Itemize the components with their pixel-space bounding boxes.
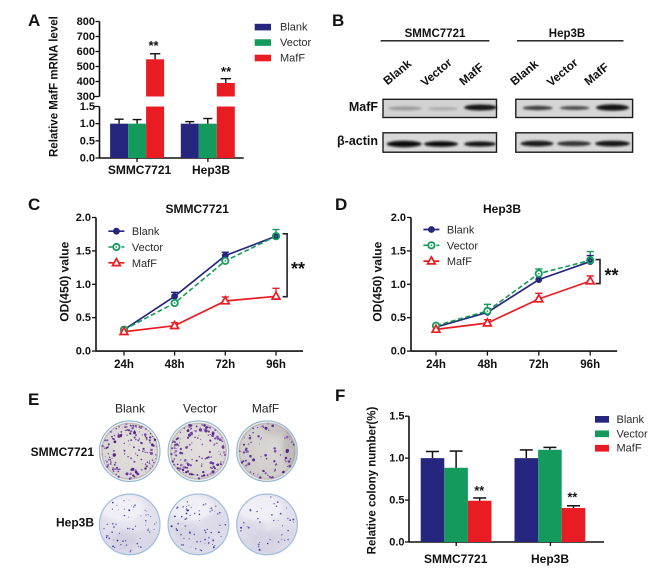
- svg-text:Hep3B: Hep3B: [192, 163, 230, 177]
- svg-text:24h: 24h: [426, 359, 446, 371]
- svg-text:1.0: 1.0: [391, 279, 406, 291]
- svg-text:**: **: [148, 38, 159, 53]
- svg-text:Hep3B: Hep3B: [531, 552, 569, 566]
- svg-text:MafF: MafF: [447, 256, 472, 268]
- svg-text:SMMC7721: SMMC7721: [31, 445, 95, 459]
- svg-text:1.5: 1.5: [389, 411, 404, 423]
- svg-text:MafF: MafF: [132, 258, 157, 270]
- svg-text:Vector: Vector: [617, 428, 649, 440]
- svg-text:1.5: 1.5: [391, 245, 406, 257]
- svg-text:1.0: 1.0: [76, 279, 91, 291]
- svg-text:Vector: Vector: [447, 240, 479, 252]
- svg-text:**: **: [568, 491, 578, 505]
- svg-text:0.0: 0.0: [80, 153, 95, 165]
- svg-text:**: **: [291, 259, 305, 279]
- svg-text:0.5: 0.5: [80, 135, 95, 147]
- svg-text:SMMC7721: SMMC7721: [166, 202, 230, 216]
- svg-text:Blank: Blank: [617, 414, 645, 426]
- svg-text:F: F: [335, 386, 345, 405]
- svg-text:700: 700: [77, 31, 95, 43]
- svg-text:β-actin: β-actin: [337, 134, 378, 148]
- svg-text:1.5: 1.5: [80, 101, 95, 113]
- svg-text:MafF: MafF: [617, 443, 642, 455]
- svg-text:0.0: 0.0: [391, 346, 406, 358]
- svg-text:Hep3B: Hep3B: [549, 28, 585, 40]
- svg-text:MafF: MafF: [349, 100, 379, 114]
- svg-text:SMMC7721: SMMC7721: [424, 552, 488, 566]
- svg-text:E: E: [28, 390, 39, 409]
- svg-text:SMMC7721: SMMC7721: [108, 163, 172, 177]
- svg-text:D: D: [335, 195, 347, 214]
- svg-text:2.0: 2.0: [76, 212, 91, 224]
- svg-text:0.5: 0.5: [391, 312, 406, 324]
- svg-text:MafF: MafF: [280, 52, 305, 64]
- svg-text:Hep3B: Hep3B: [483, 202, 521, 216]
- svg-text:OD(450) value: OD(450) value: [371, 241, 385, 321]
- svg-text:400: 400: [77, 76, 95, 88]
- svg-text:SMMC7721: SMMC7721: [405, 28, 466, 40]
- svg-text:Relative colony number(%): Relative colony number(%): [367, 407, 379, 555]
- svg-text:Blank: Blank: [132, 226, 160, 238]
- svg-text:Relative MafF mRNA level: Relative MafF mRNA level: [49, 16, 61, 157]
- svg-text:2.0: 2.0: [391, 212, 406, 224]
- svg-text:500: 500: [77, 61, 95, 73]
- svg-text:Blank: Blank: [280, 22, 308, 34]
- svg-text:96h: 96h: [266, 359, 286, 371]
- svg-text:Vector: Vector: [280, 37, 312, 49]
- svg-text:B: B: [332, 11, 344, 30]
- svg-text:C: C: [28, 195, 40, 214]
- svg-text:0.0: 0.0: [389, 536, 404, 548]
- svg-text:**: **: [221, 64, 232, 79]
- svg-text:A: A: [28, 11, 40, 30]
- svg-text:600: 600: [77, 46, 95, 58]
- svg-text:300: 300: [77, 91, 95, 103]
- svg-text:1.5: 1.5: [76, 245, 91, 257]
- svg-text:72h: 72h: [529, 359, 549, 371]
- svg-text:Blank: Blank: [115, 402, 146, 416]
- svg-text:Blank: Blank: [447, 225, 475, 237]
- svg-text:0.5: 0.5: [389, 495, 404, 507]
- svg-text:MafF: MafF: [252, 402, 279, 416]
- svg-text:72h: 72h: [215, 359, 235, 371]
- svg-text:800: 800: [77, 16, 95, 28]
- svg-text:Hep3B: Hep3B: [56, 516, 94, 530]
- svg-text:0.5: 0.5: [76, 312, 91, 324]
- svg-text:**: **: [605, 265, 619, 285]
- svg-text:Vector: Vector: [183, 402, 217, 416]
- svg-text:Vector: Vector: [132, 242, 164, 254]
- svg-text:48h: 48h: [477, 359, 497, 371]
- svg-text:**: **: [474, 484, 484, 498]
- svg-text:1.0: 1.0: [80, 118, 95, 130]
- svg-text:96h: 96h: [580, 359, 600, 371]
- svg-text:48h: 48h: [165, 359, 185, 371]
- svg-text:24h: 24h: [114, 359, 134, 371]
- svg-text:0.0: 0.0: [76, 346, 91, 358]
- svg-text:1.0: 1.0: [389, 453, 404, 465]
- svg-text:OD(450) value: OD(450) value: [58, 241, 72, 321]
